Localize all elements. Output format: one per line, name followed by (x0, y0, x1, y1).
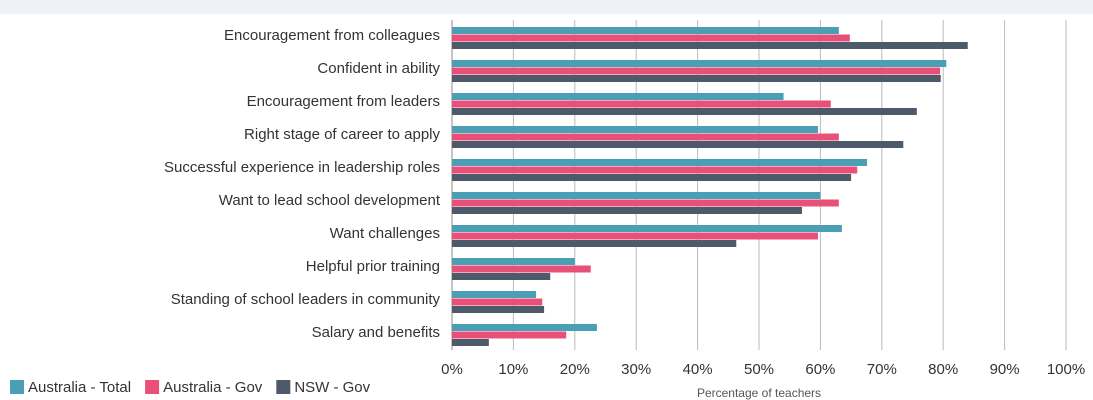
x-tick-label: 100% (1047, 361, 1085, 378)
x-axis-label: Percentage of teachers (697, 386, 821, 400)
bar (452, 265, 591, 273)
bar (452, 306, 545, 313)
bar (452, 108, 917, 115)
legend-label: NSW - Gov (294, 379, 370, 396)
legend-label: Australia - Total (28, 379, 131, 396)
x-tick-label: 80% (928, 361, 958, 378)
bar (452, 60, 947, 67)
y-tick-label: Confident in ability (317, 60, 440, 77)
bar (452, 207, 802, 214)
x-tick-label: 90% (990, 361, 1020, 378)
bar (452, 331, 567, 339)
bar (452, 133, 839, 141)
bar (452, 27, 839, 34)
bar (452, 324, 597, 331)
bar (452, 75, 941, 82)
x-tick-label: 40% (683, 361, 713, 378)
x-tick-label: 0% (441, 361, 463, 378)
bar (452, 174, 852, 181)
bar (452, 199, 839, 207)
y-tick-label: Right stage of career to apply (244, 126, 440, 143)
bar (452, 159, 868, 166)
bar (452, 126, 818, 133)
bar (452, 93, 784, 100)
bar (452, 192, 821, 199)
y-tick-label: Salary and benefits (312, 324, 440, 341)
bar (452, 240, 737, 247)
bar (452, 34, 850, 42)
y-tick-label: Standing of school leaders in community (171, 291, 441, 308)
bar (452, 339, 489, 346)
bar (452, 298, 543, 306)
top-band (0, 0, 1093, 14)
bar (452, 42, 968, 49)
x-tick-label: 70% (867, 361, 897, 378)
bar (452, 225, 842, 232)
y-tick-label: Encouragement from leaders (247, 93, 440, 110)
bar (452, 166, 858, 174)
y-tick-label: Encouragement from colleagues (224, 27, 440, 44)
y-tick-label: Helpful prior training (306, 258, 440, 275)
x-tick-label: 50% (744, 361, 774, 378)
bar (452, 291, 537, 298)
x-tick-label: 30% (621, 361, 651, 378)
y-tick-label: Want challenges (330, 225, 440, 242)
legend-label: Australia - Gov (163, 379, 263, 396)
bar (452, 273, 551, 280)
legend-swatch (10, 380, 24, 394)
y-tick-label: Want to lead school development (219, 192, 441, 209)
legend-swatch (276, 380, 291, 394)
x-tick-label: 20% (560, 361, 590, 378)
y-tick-label: Successful experience in leadership role… (164, 159, 440, 176)
x-tick-label: 10% (498, 361, 528, 378)
legend-swatch (145, 380, 160, 394)
x-tick-label: 60% (805, 361, 835, 378)
bar (452, 100, 831, 108)
bar (452, 67, 941, 75)
bar (452, 258, 575, 265)
bar (452, 232, 818, 240)
bar (452, 141, 904, 148)
